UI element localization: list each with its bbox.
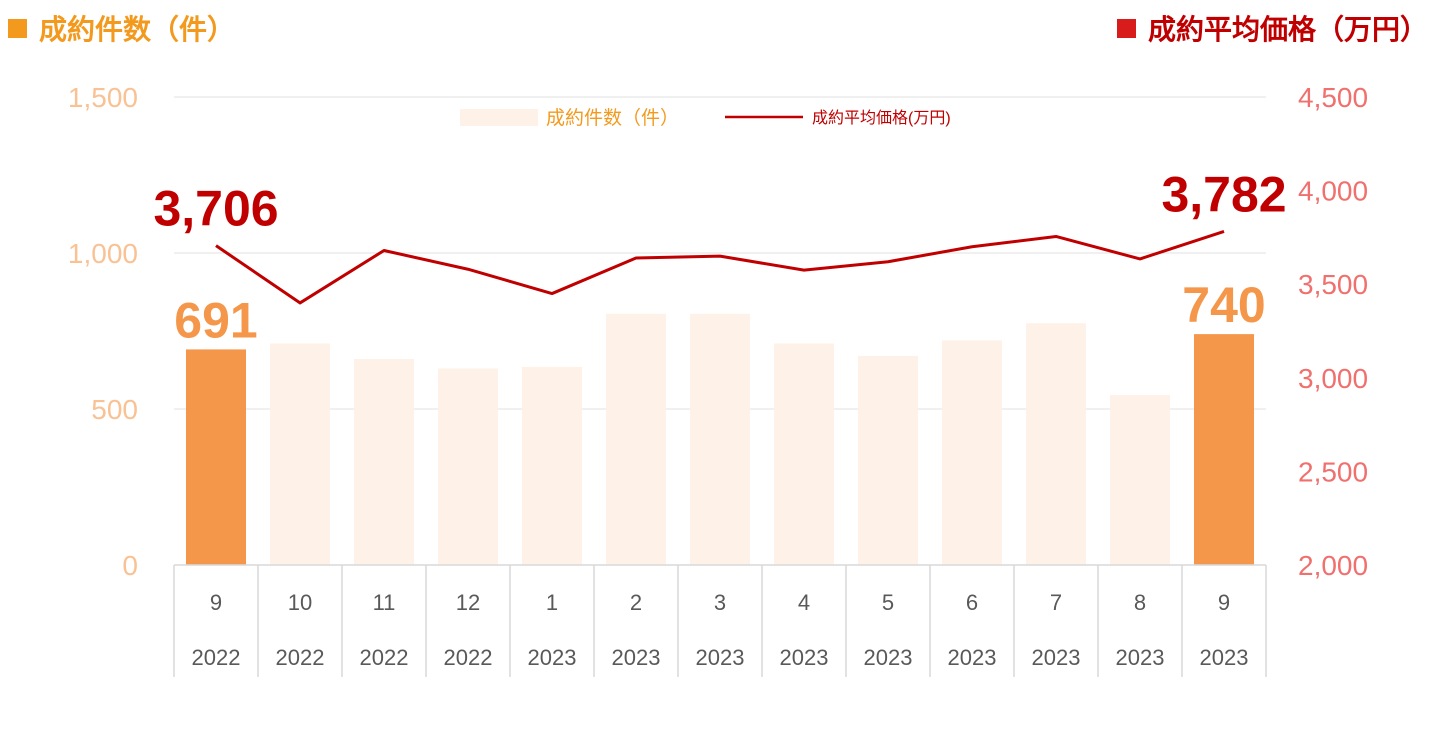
right-axis: 2,000 2,500 3,000 3,500 4,000 4,500 bbox=[1298, 82, 1368, 581]
month-label: 4 bbox=[798, 590, 810, 615]
year-label: 2023 bbox=[780, 645, 829, 670]
right-tick-label: 4,000 bbox=[1298, 176, 1368, 207]
year-label: 2023 bbox=[864, 645, 913, 670]
bar bbox=[270, 343, 330, 565]
data-labels: 691 740 3,706 3,782 bbox=[153, 166, 1286, 348]
legend-line-label: 成約平均価格(万円) bbox=[812, 109, 951, 127]
bar bbox=[1026, 323, 1086, 565]
legend-bar-swatch bbox=[460, 109, 538, 126]
left-axis-title: 成約件数（件） bbox=[8, 8, 235, 48]
bar-series bbox=[186, 313, 1254, 565]
month-label: 11 bbox=[373, 590, 396, 615]
bar bbox=[774, 343, 834, 565]
bar bbox=[1110, 394, 1170, 565]
bar bbox=[186, 349, 246, 565]
year-label: 2022 bbox=[360, 645, 409, 670]
left-tick-label: 500 bbox=[91, 394, 138, 425]
bar-data-label: 740 bbox=[1182, 277, 1265, 333]
right-axis-title: 成約平均価格（万円） bbox=[1116, 8, 1428, 48]
right-tick-label: 2,500 bbox=[1298, 456, 1368, 487]
bar bbox=[438, 368, 498, 565]
left-tick-label: 0 bbox=[122, 550, 138, 581]
red-square-icon bbox=[1116, 18, 1136, 38]
right-tick-label: 3,500 bbox=[1298, 269, 1368, 300]
month-label: 1 bbox=[546, 590, 558, 615]
year-label: 2022 bbox=[192, 645, 241, 670]
left-axis: 0 500 1,000 1,500 bbox=[68, 82, 138, 581]
month-label: 2 bbox=[630, 590, 642, 615]
bar bbox=[858, 355, 918, 565]
year-label: 2023 bbox=[612, 645, 661, 670]
year-label: 2023 bbox=[1032, 645, 1081, 670]
orange-square-icon bbox=[8, 18, 27, 38]
left-axis-title-text: 成約件数（件） bbox=[39, 14, 236, 45]
month-label: 7 bbox=[1050, 590, 1062, 615]
category-axis: 9 2022 10 2022 11 2022 12 2022 1 2023 2 2023 3 2023 4 2… bbox=[173, 564, 1267, 677]
bar bbox=[522, 366, 582, 565]
bar bbox=[942, 340, 1002, 565]
month-label: 3 bbox=[714, 590, 726, 615]
bar bbox=[690, 313, 750, 565]
month-label: 9 bbox=[210, 590, 222, 615]
month-label: 9 bbox=[1218, 590, 1230, 615]
left-tick-label: 1,500 bbox=[68, 82, 138, 113]
line-data-label: 3,706 bbox=[153, 181, 278, 237]
month-label: 8 bbox=[1134, 590, 1146, 615]
month-label: 5 bbox=[882, 590, 894, 615]
year-label: 2023 bbox=[696, 645, 745, 670]
month-label: 12 bbox=[456, 590, 480, 615]
right-axis-title-text: 成約平均価格（万円） bbox=[1147, 14, 1428, 45]
line-data-label: 3,782 bbox=[1161, 166, 1286, 222]
legend: 成約件数（件） 成約平均価格(万円) bbox=[460, 107, 951, 129]
legend-bar-label: 成約件数（件） bbox=[546, 107, 679, 129]
year-label: 2023 bbox=[948, 645, 997, 670]
year-label: 2023 bbox=[1116, 645, 1165, 670]
left-tick-label: 1,000 bbox=[68, 238, 138, 269]
bar bbox=[1194, 334, 1254, 565]
month-label: 6 bbox=[966, 590, 978, 615]
year-label: 2023 bbox=[528, 645, 577, 670]
right-tick-label: 2,000 bbox=[1298, 550, 1368, 581]
bar bbox=[606, 313, 666, 565]
right-tick-label: 4,500 bbox=[1298, 82, 1368, 113]
month-label: 10 bbox=[288, 590, 312, 615]
line-series bbox=[215, 229, 1225, 305]
year-label: 2022 bbox=[444, 645, 493, 670]
year-label: 2023 bbox=[1200, 645, 1249, 670]
right-tick-label: 3,000 bbox=[1298, 363, 1368, 394]
bar-data-label: 691 bbox=[174, 292, 257, 348]
price-line bbox=[215, 229, 1225, 305]
year-label: 2022 bbox=[276, 645, 325, 670]
bar bbox=[354, 359, 414, 565]
